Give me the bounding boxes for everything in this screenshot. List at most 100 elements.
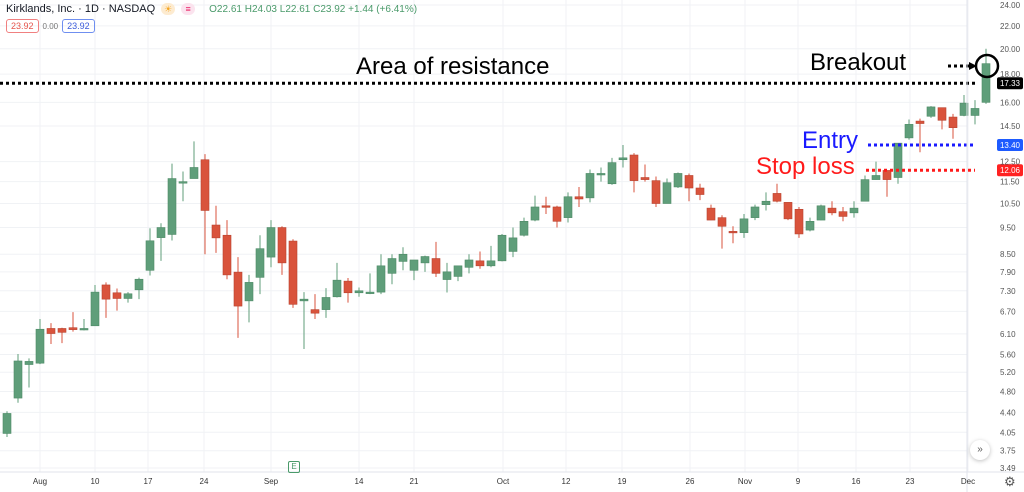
candle: [123, 292, 133, 303]
candle-body: [101, 284, 111, 300]
candle: [486, 245, 496, 268]
gear-icon[interactable]: ⚙: [1004, 474, 1016, 489]
buy-button[interactable]: 23.92: [62, 19, 95, 33]
candle-body: [475, 260, 485, 267]
price-tick-label: 4.05: [1000, 428, 1016, 437]
candle: [442, 262, 452, 293]
candle-body: [464, 259, 474, 268]
price-axis[interactable]: 24.00 22.00 20.00 18.00 16.00 14.50 12.50 11.50…: [966, 0, 1021, 492]
price-tick-label: 7.90: [1000, 268, 1016, 277]
candle-body: [354, 290, 364, 294]
candle: [530, 195, 540, 222]
candle-body: [530, 206, 540, 221]
candle: [893, 142, 903, 184]
candle-body: [794, 208, 804, 235]
candle-body: [739, 218, 749, 233]
price-tick-label: 24.00: [1000, 1, 1021, 10]
candle-body: [288, 240, 298, 305]
candle-body: [90, 291, 100, 327]
candle-body: [178, 181, 188, 184]
candle: [651, 176, 661, 207]
time-axis[interactable]: Aug 10 17 24 Sep 14 21 Oct 12 19 26 Nov 9 16 23 Dec: [0, 471, 1024, 486]
candle: [640, 164, 650, 182]
candle-body: [255, 248, 265, 278]
candle-body: [24, 361, 34, 365]
candle: [750, 204, 760, 221]
price-tick-label: 5.20: [1000, 368, 1016, 377]
candle: [684, 173, 694, 202]
candle-body: [783, 202, 793, 220]
candle-body: [233, 271, 243, 307]
candle-body: [816, 205, 826, 221]
candles: [2, 48, 991, 438]
price-tick-label: 11.50: [1000, 178, 1020, 187]
candle-body: [772, 193, 782, 202]
entry-price-tag-label: 13.40: [1000, 141, 1021, 150]
candle: [409, 259, 419, 281]
candle: [145, 228, 155, 276]
candle: [508, 227, 518, 258]
candle-body: [607, 162, 617, 185]
candle-body: [420, 256, 430, 264]
candle-body: [585, 173, 595, 199]
candle-body: [57, 328, 67, 333]
candle: [904, 119, 914, 140]
candle: [398, 247, 408, 271]
time-tick-label: 14: [355, 477, 364, 486]
candle: [519, 217, 529, 237]
time-tick-label: 19: [618, 477, 627, 486]
candle: [629, 153, 639, 193]
price-tick-label: 4.40: [1000, 408, 1016, 417]
earnings-marker-icon[interactable]: E: [288, 461, 300, 473]
menu-lines-icon[interactable]: ≡: [181, 3, 196, 15]
candle-body: [717, 217, 727, 227]
candle: [57, 327, 67, 344]
candle: [2, 411, 12, 438]
candle-body: [277, 227, 287, 264]
candle-body: [860, 179, 870, 202]
candle: [200, 154, 210, 255]
candle: [277, 226, 287, 275]
candle-body: [981, 63, 991, 103]
candle-body: [750, 206, 760, 218]
candle: [68, 312, 78, 332]
price-tick-label: 5.60: [1000, 350, 1016, 359]
candle-body: [145, 240, 155, 271]
candle-body: [68, 327, 78, 330]
candle: [46, 323, 56, 344]
candle: [673, 172, 683, 189]
price-tick-label: 10.50: [1000, 200, 1021, 209]
scroll-to-realtime-button[interactable]: »: [970, 440, 990, 460]
candle-body: [695, 187, 705, 195]
candle: [761, 192, 771, 211]
candle: [211, 205, 221, 253]
candle: [541, 196, 551, 215]
candle: [563, 192, 573, 223]
candle: [420, 255, 430, 272]
candle-body: [508, 237, 518, 252]
candle: [970, 100, 980, 125]
candle-body: [453, 265, 463, 277]
candle-body: [431, 258, 441, 274]
sun-icon[interactable]: ☀: [161, 3, 176, 15]
sell-button[interactable]: 23.92: [6, 19, 39, 33]
candle: [805, 217, 815, 232]
symbol-title[interactable]: Kirklands, Inc. · 1D · NASDAQ: [6, 3, 156, 15]
candle: [497, 233, 507, 262]
price-tick-label: 16.00: [1000, 98, 1021, 107]
candle: [453, 265, 463, 282]
candle-body: [728, 231, 738, 234]
resistance-price-tag: [997, 77, 1023, 90]
candle: [717, 215, 727, 249]
time-tick-label: Oct: [497, 477, 510, 486]
price-tick-label: 8.50: [1000, 250, 1016, 259]
time-tick-label: 10: [91, 477, 100, 486]
candle-body: [497, 234, 507, 262]
candle: [79, 319, 89, 331]
candle: [310, 294, 320, 320]
candle: [827, 201, 837, 216]
candle: [475, 251, 485, 269]
candle: [134, 277, 144, 300]
candle: [937, 107, 947, 130]
